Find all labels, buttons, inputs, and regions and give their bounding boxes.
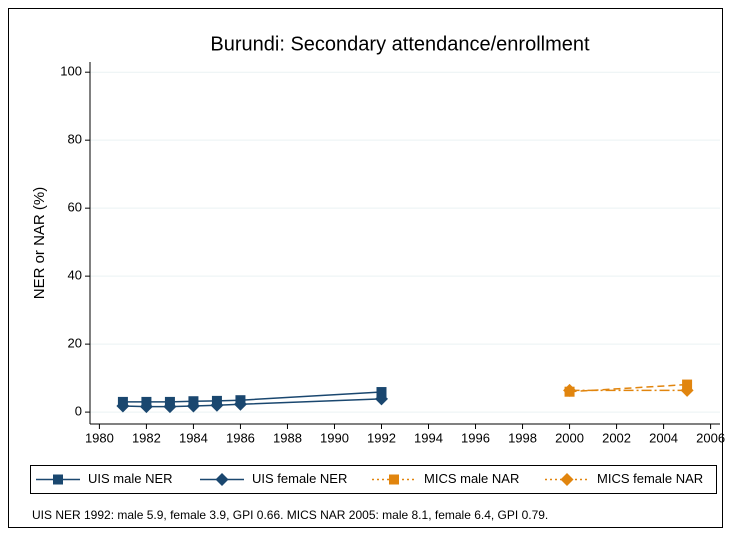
x-tick-label: 1988 <box>273 430 302 445</box>
y-tick-label: 80 <box>68 132 82 147</box>
legend-marker <box>215 473 229 486</box>
x-tick-label: 1998 <box>508 430 537 445</box>
marker <box>233 397 247 411</box>
marker <box>210 398 224 412</box>
y-axis-label: NER or NAR (%) <box>31 187 48 300</box>
y-tick-label: 100 <box>60 64 82 79</box>
chart-title: Burundi: Secondary attendance/enrollment <box>210 33 590 55</box>
legend-label: MICS male NAR <box>424 471 519 486</box>
marker <box>680 383 694 397</box>
marker <box>139 400 153 414</box>
marker <box>116 399 130 413</box>
legend-label: UIS male NER <box>88 471 173 486</box>
legend-label: MICS female NAR <box>597 471 703 486</box>
x-tick-label: 1996 <box>461 430 490 445</box>
y-tick-label: 20 <box>68 336 82 351</box>
x-tick-label: 2004 <box>649 430 678 445</box>
marker <box>563 383 577 397</box>
y-tick-label: 0 <box>75 404 82 419</box>
frame <box>8 8 723 528</box>
marker <box>374 392 388 406</box>
marker <box>376 387 387 398</box>
series-line <box>569 383 688 393</box>
x-tick-label: 2006 <box>696 430 725 445</box>
x-tick-label: 2000 <box>555 430 584 445</box>
legend-marker <box>389 474 399 485</box>
legend-label: UIS female NER <box>252 471 347 486</box>
y-tick-label: 40 <box>68 268 82 283</box>
marker <box>163 400 177 414</box>
y-tick-label: 60 <box>68 200 82 215</box>
x-tick-label: 2002 <box>602 430 631 445</box>
legend-marker <box>53 474 63 485</box>
x-tick-label: 1992 <box>367 430 396 445</box>
marker <box>186 399 200 413</box>
x-tick-label: 1994 <box>414 430 443 445</box>
x-tick-label: 1986 <box>226 430 255 445</box>
x-tick-label: 1984 <box>179 430 208 445</box>
legend-marker <box>560 473 574 486</box>
x-tick-label: 1990 <box>320 430 349 445</box>
note: UIS NER 1992: male 5.9, female 3.9, GPI … <box>32 508 548 522</box>
x-tick-label: 1980 <box>85 430 114 445</box>
x-tick-label: 1982 <box>132 430 161 445</box>
